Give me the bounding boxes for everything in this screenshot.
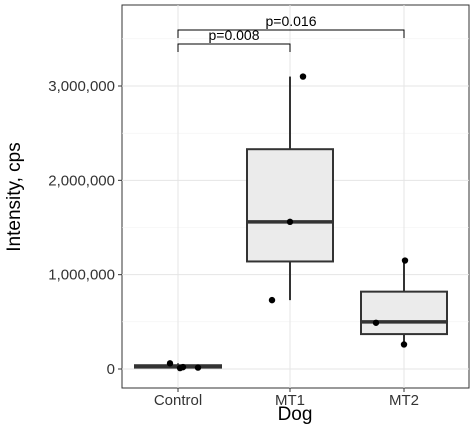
x-axis: Control MT1 MT2: [154, 388, 419, 409]
data-point: [194, 364, 202, 371]
significance-bracket: [177, 29, 405, 38]
p-value-label: p=0.016: [266, 13, 317, 29]
y-tick-label: 0: [107, 361, 115, 378]
data-point: [401, 257, 409, 264]
significance-annotations: p=0.008 p=0.016: [177, 13, 405, 52]
y-tick-label: 1,000,000: [48, 267, 115, 284]
x-tick-label: MT1: [275, 392, 305, 409]
data-point: [299, 73, 307, 80]
y-tick-label: 3,000,000: [48, 78, 115, 95]
data-point: [268, 296, 276, 304]
boxes: [134, 73, 448, 372]
p-value-label: p=0.008: [209, 27, 260, 43]
y-axis: 0 1,000,000 2,000,000 3,000,000: [48, 78, 122, 378]
significance-bracket: [177, 43, 291, 52]
data-point: [176, 364, 184, 372]
x-tick-label: MT2: [389, 392, 419, 409]
data-point: [166, 360, 174, 367]
data-point: [372, 319, 380, 326]
data-point: [400, 341, 408, 348]
box: [360, 290, 448, 336]
x-tick-label: Control: [154, 392, 202, 409]
y-axis-title: Intensity, cps: [4, 142, 25, 251]
data-point: [286, 218, 294, 226]
x-axis-title: Dog: [278, 404, 313, 425]
box: [246, 148, 334, 263]
y-tick-label: 2,000,000: [48, 172, 115, 189]
